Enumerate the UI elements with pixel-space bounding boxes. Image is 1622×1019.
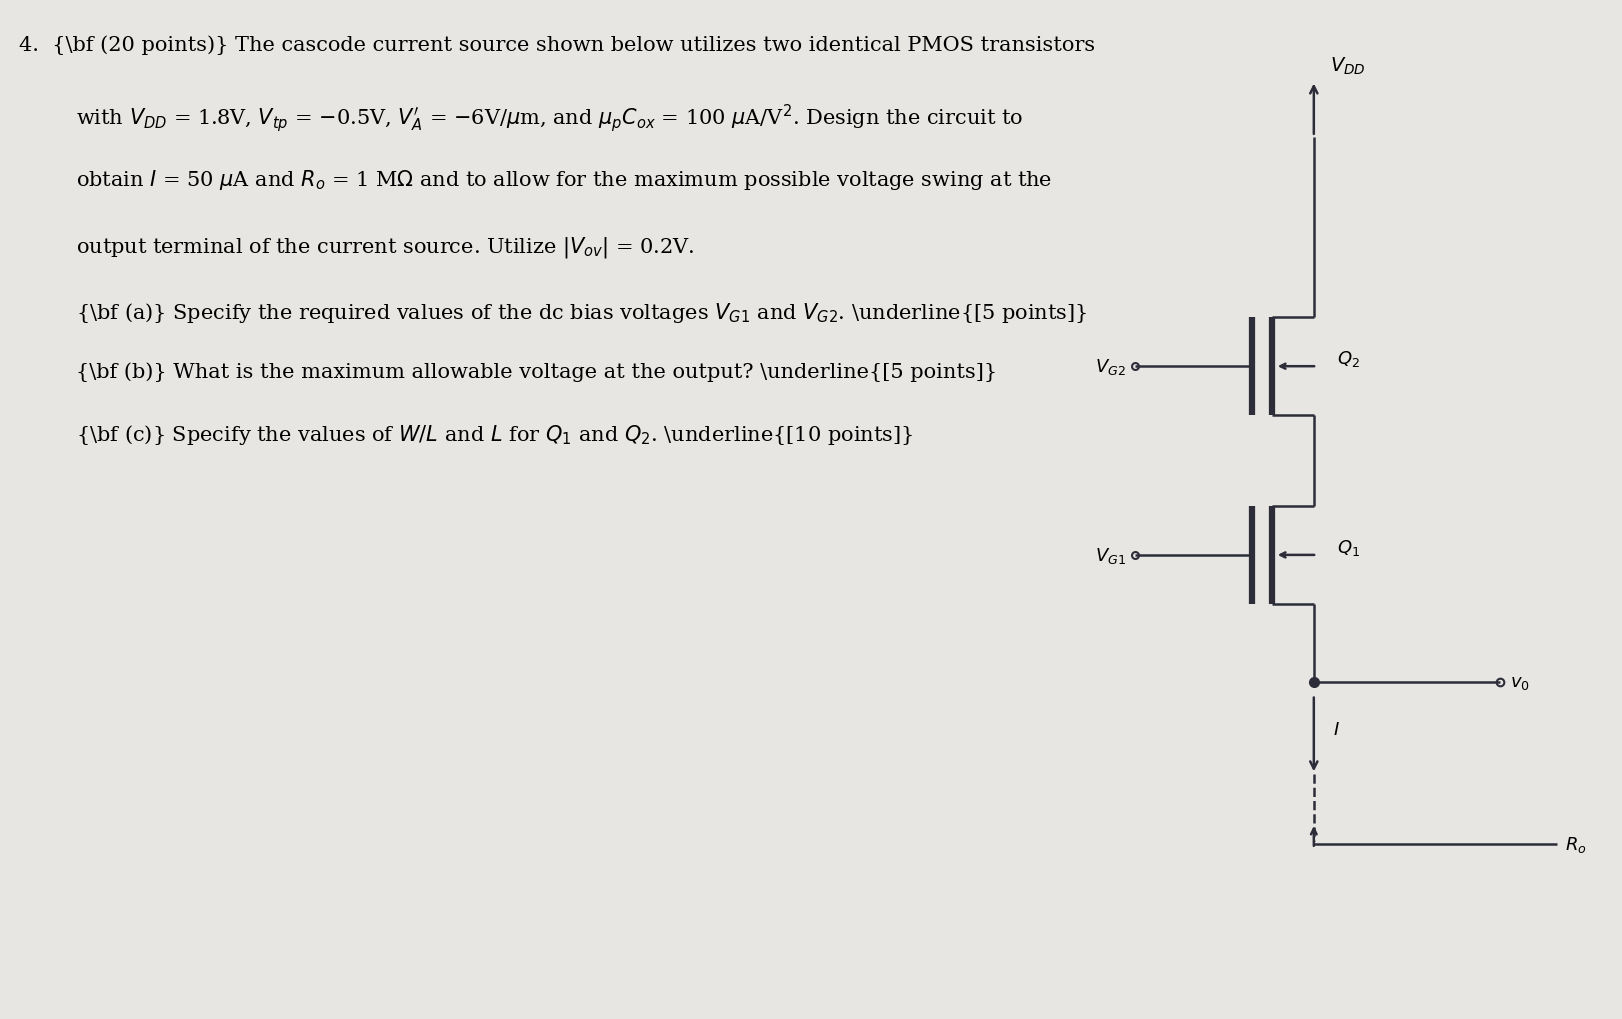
Text: {\bf (a)} Specify the required values of the dc bias voltages $V_{G1}$ and $V_{G: {\bf (a)} Specify the required values of… (76, 301, 1088, 325)
Text: 4.  {\bf (20 points)} The cascode current source shown below utilizes two identi: 4. {\bf (20 points)} The cascode current… (19, 36, 1095, 55)
Text: $Q_2$: $Q_2$ (1337, 348, 1359, 369)
Text: $V_{DD}$: $V_{DD}$ (1330, 55, 1366, 76)
Text: $R_o$: $R_o$ (1565, 834, 1586, 854)
Text: $I$: $I$ (1333, 720, 1340, 739)
Text: $V_{G1}$: $V_{G1}$ (1095, 545, 1126, 566)
Text: {\bf (b)} What is the maximum allowable voltage at the output? \underline{[5 poi: {\bf (b)} What is the maximum allowable … (76, 362, 998, 381)
Text: with $V_{DD}$ = 1.8V, $V_{tp}$ = $-$0.5V, $V_A'$ = $-$6V/$\mu$m, and $\mu_p C_{o: with $V_{DD}$ = 1.8V, $V_{tp}$ = $-$0.5V… (76, 102, 1023, 133)
Text: obtain $I$ = 50 $\mu$A and $R_o$ = 1 M$\Omega$ and to allow for the maximum poss: obtain $I$ = 50 $\mu$A and $R_o$ = 1 M$\… (76, 168, 1053, 193)
Text: output terminal of the current source. Utilize $|V_{ov}|$ = 0.2V.: output terminal of the current source. U… (76, 234, 694, 260)
Text: $v_0$: $v_0$ (1510, 674, 1530, 692)
Text: $V_{G2}$: $V_{G2}$ (1095, 357, 1126, 377)
Text: $Q_1$: $Q_1$ (1337, 537, 1359, 557)
Text: {\bf (c)} Specify the values of $W/L$ and $L$ for $Q_1$ and $Q_2$. \underline{[1: {\bf (c)} Specify the values of $W/L$ an… (76, 423, 913, 447)
